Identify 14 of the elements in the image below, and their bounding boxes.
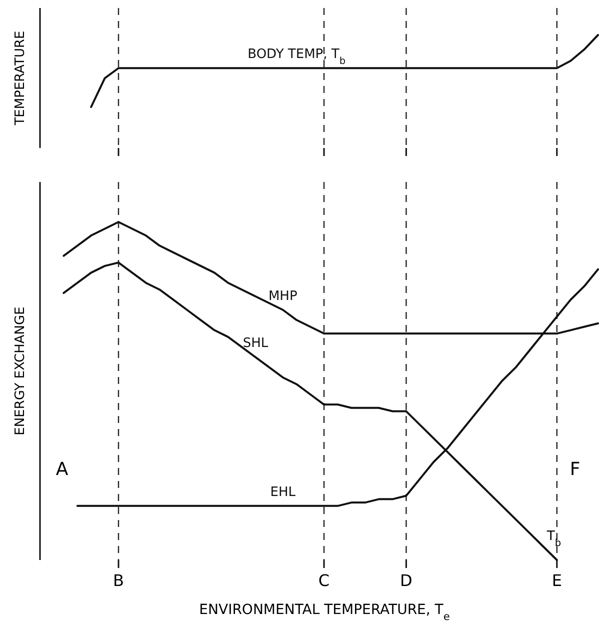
y-axis-title: TEMPERATURE [13, 30, 28, 126]
series-label: BODY TEMP, T$_{b}$ [248, 47, 346, 67]
x-tick-label: B [113, 571, 124, 590]
x-tick-label: E [552, 571, 562, 590]
x-tick-label: C [318, 571, 330, 590]
x-tick-label: D [400, 571, 412, 590]
x-axis-title: ENVIRONMENTAL TEMPERATURE, T$_{e}$ [199, 602, 450, 623]
annotation: A [56, 459, 69, 480]
series-label: EHL [270, 484, 296, 500]
series-label: SHL [242, 336, 269, 352]
series-label: MHP [268, 288, 298, 304]
annotation: T$_{b}$ [546, 529, 562, 548]
annotation: F [570, 459, 580, 480]
y-axis-title: ENERGY EXCHANGE [13, 306, 28, 436]
